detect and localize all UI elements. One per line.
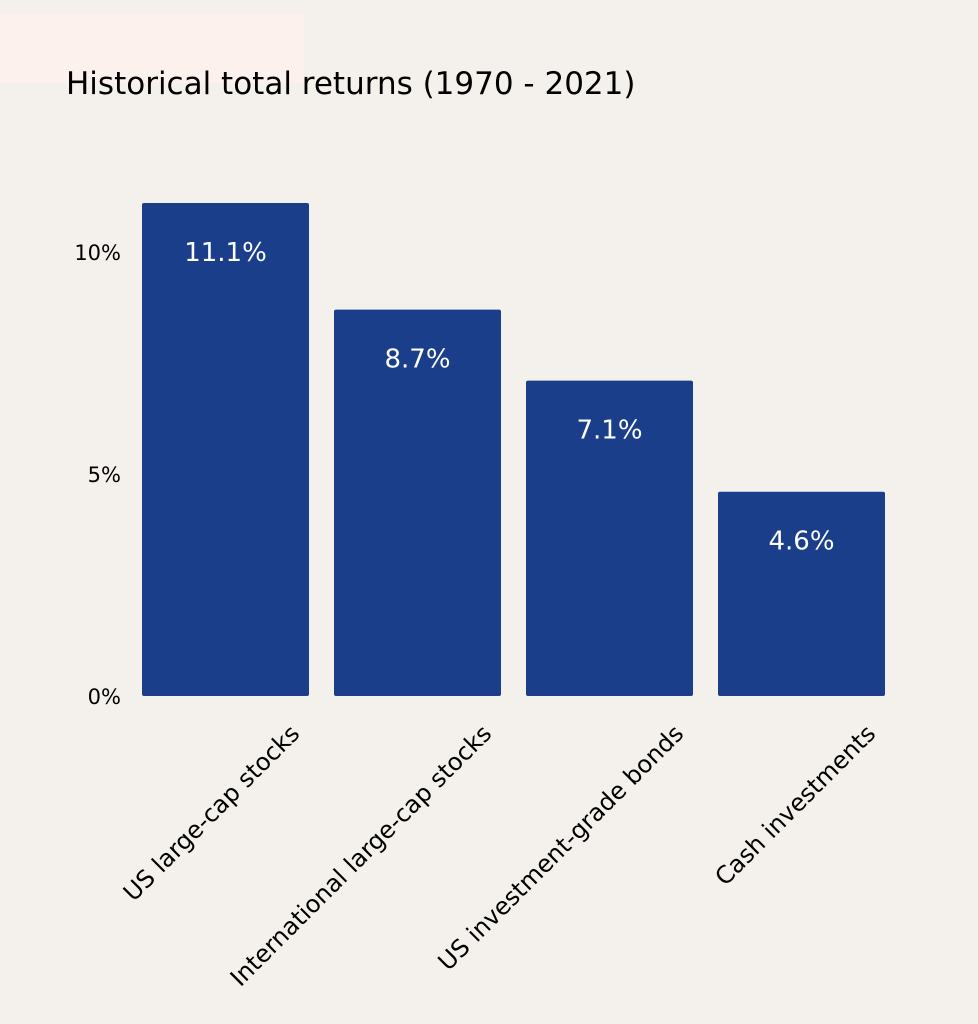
bar — [334, 309, 501, 696]
bar — [526, 380, 693, 696]
decorative-accent-block — [0, 14, 304, 83]
bar — [718, 491, 885, 696]
bar — [142, 203, 309, 696]
y-tick-label: 5% — [88, 463, 121, 487]
bar-value-labels: 11.1% 8.7% 7.1% 4.6% — [184, 238, 834, 557]
x-category-label: US large-cap stocks — [118, 719, 305, 906]
y-tick-label: 10% — [74, 241, 121, 265]
bars — [142, 203, 885, 696]
y-tick-label: 0% — [88, 685, 121, 709]
y-axis: 0% 5% 10% — [74, 241, 121, 709]
bar-value-label: 4.6% — [768, 527, 834, 557]
chart-title: Historical total returns (1970 - 2021) — [66, 66, 636, 102]
bar-value-label: 8.7% — [384, 345, 450, 375]
bar-value-label: 7.1% — [576, 416, 642, 446]
x-category-label: Cash investments — [710, 719, 882, 891]
bar-value-label: 11.1% — [184, 238, 267, 268]
